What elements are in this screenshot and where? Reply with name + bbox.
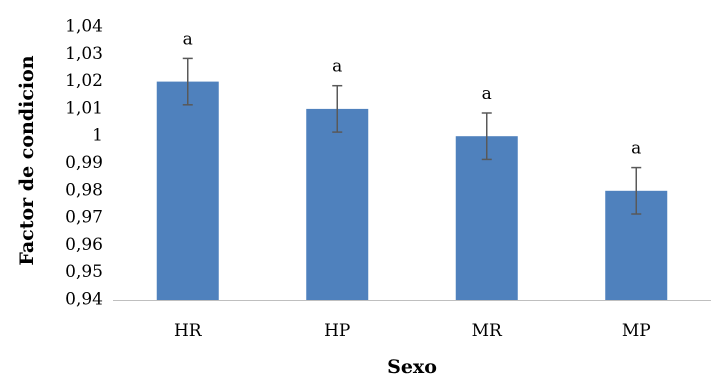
error-bar <box>332 84 343 133</box>
y-tick-label: 0,97 <box>65 208 103 228</box>
bar-mr <box>455 136 518 300</box>
x-tick-label: MR <box>472 321 503 341</box>
y-tick-label: 0,99 <box>65 153 103 173</box>
y-tick-label: 0,95 <box>65 262 103 282</box>
y-tick-label: 1,04 <box>65 17 103 37</box>
error-bar <box>631 166 642 215</box>
y-tick-label: 0,96 <box>65 235 103 255</box>
error-bars <box>182 57 642 215</box>
x-axis-categories: HR HP MR MP <box>174 321 651 341</box>
significance-labels: a a a a <box>183 29 642 158</box>
x-tick-label: HP <box>324 321 350 341</box>
error-bar <box>481 112 492 161</box>
significance-label: a <box>183 29 193 49</box>
y-axis-title: Factor de condicion <box>16 55 38 265</box>
bar-hr <box>156 81 219 300</box>
y-tick-label: 0,98 <box>65 180 103 200</box>
y-tick-label: 1 <box>92 126 103 146</box>
error-bar <box>182 57 193 106</box>
significance-label: a <box>332 57 342 77</box>
y-axis-ticks: 0,94 0,95 0,96 0,97 0,98 0,99 1 1,01 1,02 1,03 1,0… <box>65 17 103 310</box>
x-axis-title: Sexo <box>387 356 437 378</box>
y-tick-label: 1,03 <box>65 44 103 64</box>
bar-hp <box>306 108 369 301</box>
significance-label: a <box>482 84 492 104</box>
y-tick-label: 0,94 <box>65 290 103 310</box>
y-tick-label: 1,02 <box>65 71 103 91</box>
y-tick-label: 1,01 <box>65 98 103 118</box>
x-tick-label: HR <box>174 321 203 341</box>
x-tick-label: MP <box>622 321 651 341</box>
significance-label: a <box>631 139 641 159</box>
bars <box>156 81 668 301</box>
